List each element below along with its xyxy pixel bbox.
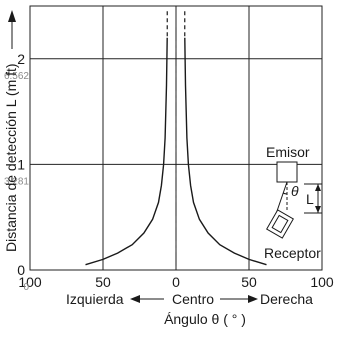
emitter-label: Emisor	[266, 144, 310, 160]
x-label-left: Izquierda	[66, 291, 124, 307]
arrow-left-head	[130, 295, 140, 303]
x-axis-title: Ángulo θ ( ° )	[164, 311, 246, 327]
sensor-diagram: Emisor θ L Receptor	[264, 144, 322, 261]
x-label-center: Centro	[172, 291, 214, 307]
theta-arc	[282, 192, 288, 195]
detection-curve-1	[85, 37, 168, 266]
receiver-label: Receptor	[264, 245, 321, 261]
y-tick-secondary-label: 6.562	[4, 71, 29, 82]
x-tick-label: 100	[310, 274, 334, 290]
receiver-box	[266, 209, 294, 239]
y-axis-label: Distancia de detección L (m ft)	[3, 63, 19, 252]
x-tick-label: 0	[172, 274, 180, 290]
y-tick-labels: 0 0 1 3.281 2 6.562	[4, 51, 29, 293]
y-tick-label: 0	[17, 262, 25, 278]
curves	[85, 37, 267, 266]
x-tick-label: 50	[95, 274, 111, 290]
emitter-box	[276, 161, 298, 183]
arrow-right-head	[248, 295, 258, 303]
x-tick-labels: 100 50 0 50 100	[18, 274, 334, 290]
receiver-axis	[275, 181, 288, 215]
x-axis-direction: Izquierda Centro Derecha Ángulo θ ( ° )	[66, 291, 313, 327]
l-dim-arrow-top	[315, 184, 321, 191]
l-dim-arrow-bottom	[315, 206, 321, 213]
y-axis-title: Distancia de detección L (m ft)	[3, 10, 19, 252]
grid	[29, 5, 323, 271]
y-tick-secondary-label: 3.281	[4, 176, 29, 187]
y-tick-label: 1	[17, 156, 25, 172]
y-tick-secondary-label: 0	[23, 282, 29, 293]
x-tick-label: 100	[18, 274, 42, 290]
y-axis-arrow-head	[8, 10, 16, 22]
l-label: L	[306, 191, 314, 207]
detection-curve-2	[184, 37, 267, 266]
y-tick-label: 2	[17, 51, 25, 67]
x-label-right: Derecha	[260, 291, 313, 307]
center-line	[166, 11, 186, 270]
theta-label: θ	[291, 183, 299, 199]
x-tick-label: 50	[241, 274, 257, 290]
